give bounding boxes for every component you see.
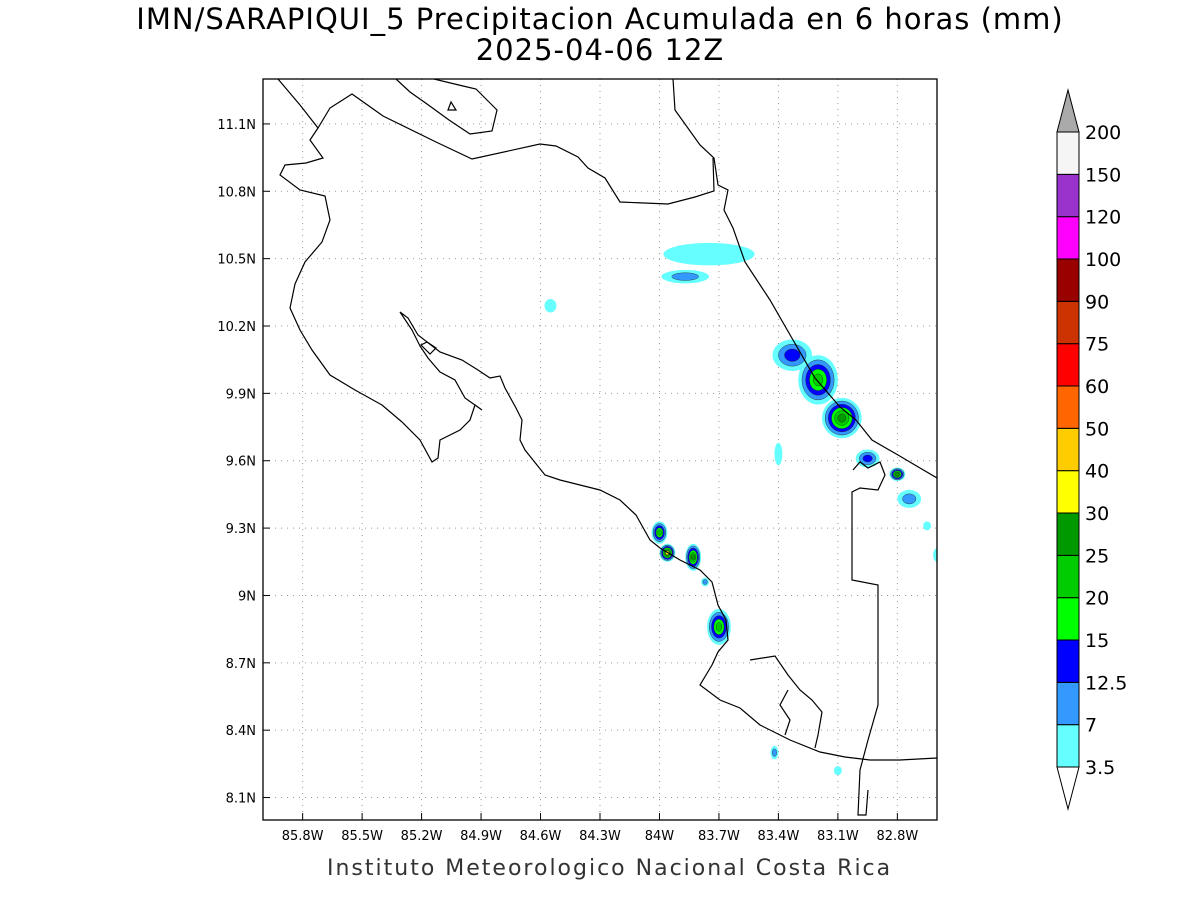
x-tick-label: 84.9W [460, 829, 502, 844]
x-tick-label: 85.5W [341, 829, 383, 844]
x-tick-label: 83.1W [817, 829, 859, 844]
y-tick-label: 8.7N [226, 657, 256, 672]
latitude-axis: 11.1N 10.8N 10.5N 10.2N 9.9N 9.6N 9.3N 9N 8.7N 8.… [217, 118, 270, 807]
y-tick-label: 10.2N [217, 320, 256, 335]
rain-contour [544, 299, 557, 313]
x-tick-label: 84.3W [579, 829, 621, 844]
rain-contour [812, 373, 824, 387]
y-tick-label: 8.1N [226, 792, 256, 807]
y-tick-label: 9.9N [226, 387, 256, 402]
osa-peninsula [749, 655, 823, 749]
x-tick-label: 83.7W [698, 829, 740, 844]
lake-nicaragua-shore [277, 79, 715, 205]
colorbar-label: 25 [1085, 545, 1109, 567]
lake-island [447, 100, 458, 111]
colorbar-label: 100 [1085, 249, 1121, 271]
colorbar-label: 200 [1085, 122, 1121, 144]
colorbar-label: 120 [1085, 207, 1121, 229]
colorbar-swatch [1056, 343, 1080, 387]
x-tick-label: 82.8W [876, 829, 918, 844]
colorbar-label: 7 [1085, 715, 1097, 737]
y-tick-label: 9.6N [226, 455, 256, 470]
rain-contour [837, 413, 847, 423]
colorbar-label: 90 [1085, 291, 1109, 313]
rain-contour [774, 442, 783, 466]
rain-contour [690, 554, 696, 561]
colorbar-label: 50 [1085, 418, 1109, 440]
map-frame [262, 78, 938, 821]
gulf-island [419, 341, 437, 355]
colorbar-label: 60 [1085, 376, 1109, 398]
colorbar-swatch [1056, 385, 1080, 429]
longitude-axis: 85.8W 85.5W 85.2W 84.9W 84.6W 84.3W 84W 83.7W 83… [282, 813, 918, 844]
colorbar-label: 15 [1085, 630, 1109, 652]
rain-contour [784, 348, 801, 362]
rain-contour [702, 579, 708, 585]
rain-contour [902, 493, 917, 505]
colorbar-swatch [1056, 173, 1080, 218]
map-title: IMN/SARAPIQUI_5 Precipitacion Acumulada … [136, 2, 1064, 36]
y-tick-label: 8.4N [226, 724, 256, 739]
colorbar-swatch [1056, 554, 1080, 599]
colorbar-label: 75 [1085, 334, 1109, 356]
footer-credit: Instituto Meteorologico Nacional Costa R… [327, 856, 893, 881]
colorbar-swatch [1056, 597, 1080, 641]
panama-border [851, 461, 886, 816]
rain-contour [923, 521, 932, 531]
colorbar-swatch [1056, 300, 1080, 345]
colorbar-legend: 3.5 7 12.5 15 20 25 30 40 50 60 75 90 100 120 150 200 [1056, 88, 1127, 811]
rain-field [544, 242, 937, 776]
rain-contour [657, 529, 662, 536]
map-subtitle-date: 2025-04-06 12Z [475, 33, 725, 67]
lake-nicaragua-shore-east [395, 79, 498, 135]
rain-contour [933, 548, 937, 562]
colorbar-min-arrow [1056, 766, 1080, 811]
y-tick-label: 9.3N [226, 522, 256, 537]
colorbar-label: 30 [1085, 503, 1109, 525]
grid-lines [263, 79, 937, 820]
rain-contour [663, 242, 755, 266]
x-tick-label: 84.6W [520, 829, 562, 844]
colorbar-label: 40 [1085, 461, 1109, 483]
colorbar-swatch [1056, 470, 1080, 514]
rain-contour [715, 622, 723, 632]
caribbean-coast [672, 79, 937, 479]
colorbar-swatch [1056, 512, 1080, 556]
rain-contour [895, 472, 900, 477]
rain-contour [862, 454, 873, 463]
x-tick-label: 85.8W [282, 829, 324, 844]
colorbar-swatch [1056, 131, 1080, 175]
colorbar-max-arrow [1056, 88, 1080, 133]
y-tick-label: 11.1N [217, 118, 256, 133]
rain-contour [833, 766, 842, 776]
golfito-coast [779, 689, 791, 736]
y-tick-label: 9N [238, 589, 256, 604]
colorbar-swatch [1056, 258, 1080, 302]
x-tick-label: 84W [645, 829, 675, 844]
colorbar-label: 12.5 [1085, 672, 1127, 694]
y-tick-label: 10.5N [217, 253, 256, 268]
colorbar-swatch [1056, 681, 1080, 726]
colorbar-label: 20 [1085, 588, 1109, 610]
colorbar-swatch [1056, 427, 1080, 472]
coastline-and-borders [277, 79, 937, 816]
colorbar-label: 150 [1085, 164, 1121, 186]
x-tick-label: 83.4W [758, 829, 800, 844]
colorbar-swatch [1056, 724, 1080, 768]
rain-contour [671, 272, 699, 281]
x-tick-label: 85.2W [401, 829, 443, 844]
colorbar-swatch [1056, 216, 1080, 260]
colorbar-swatch [1056, 639, 1080, 683]
pacific-coast-guanacaste [279, 127, 937, 761]
rain-contour [772, 748, 777, 757]
y-tick-label: 10.8N [217, 185, 256, 200]
colorbar-label: 3.5 [1085, 757, 1115, 779]
